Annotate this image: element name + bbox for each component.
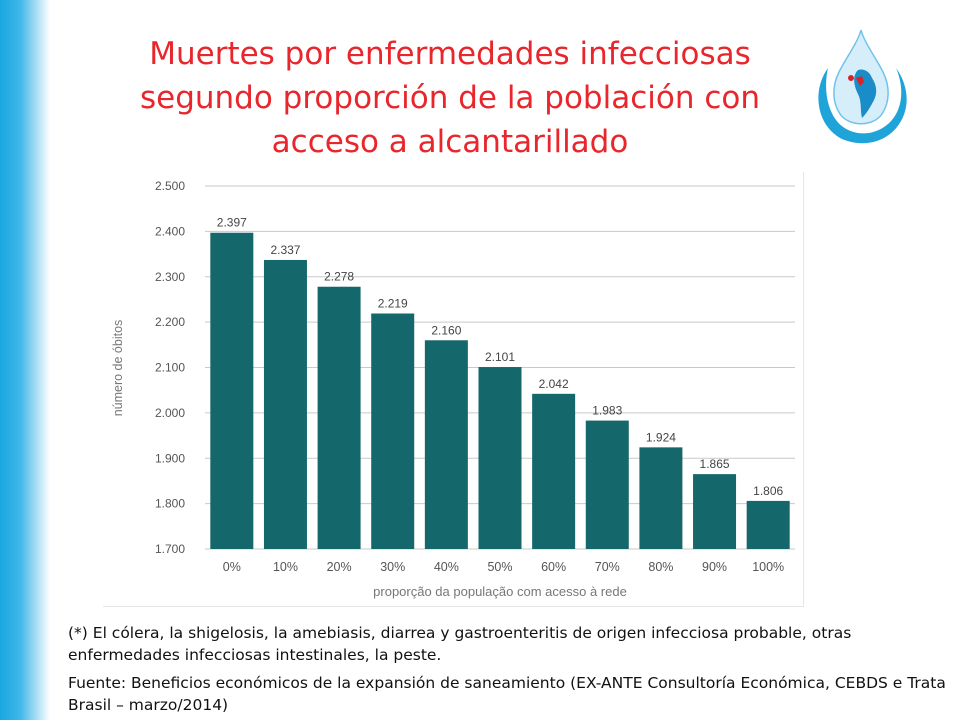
bar — [210, 232, 254, 549]
bar-chart: 1.700 1.800 1.900 2.000 2.100 2.200 2.300 2.400… — [111, 179, 795, 599]
data-label: 1.983 — [592, 404, 622, 418]
y-tick-label: 2.300 — [155, 270, 185, 284]
y-tick-label: 1.800 — [155, 497, 185, 511]
x-tick-label: 10% — [273, 560, 298, 574]
x-tick-label: 20% — [327, 560, 352, 574]
title-line-3: acceso a alcantarillado — [271, 124, 629, 160]
bar — [693, 474, 737, 549]
source-text: Fuente: Beneficios económicos de la expa… — [68, 674, 946, 714]
y-tick-label: 2.400 — [155, 224, 185, 238]
data-label: 2.278 — [324, 270, 354, 284]
data-label: 1.806 — [753, 484, 783, 498]
water-drop-americas-logo-icon — [818, 29, 907, 144]
title-line-1: Muertes por enfermedades infecciosas — [149, 36, 751, 72]
data-label: 2.160 — [431, 323, 461, 337]
data-label: 2.219 — [378, 297, 408, 311]
x-tick-label: 0% — [223, 560, 241, 574]
y-tick-label: 2.200 — [155, 315, 185, 329]
data-label: 2.397 — [217, 216, 247, 230]
data-label: 2.101 — [485, 350, 515, 364]
bar — [639, 447, 683, 549]
x-tick-label: 30% — [380, 560, 405, 574]
data-label: 1.865 — [700, 457, 730, 471]
bar — [585, 420, 629, 549]
x-tick-label: 100% — [752, 560, 784, 574]
x-tick-label: 80% — [648, 560, 673, 574]
data-label: 2.337 — [270, 243, 300, 257]
bar — [263, 259, 307, 549]
x-tick-label: 60% — [541, 560, 566, 574]
footnote-text: (*) El cólera, la shigelosis, la amebias… — [68, 624, 852, 664]
x-tick-label: 70% — [595, 560, 620, 574]
x-tick-label: 40% — [434, 560, 459, 574]
bar — [532, 393, 576, 549]
bar — [424, 340, 468, 549]
y-tick-label: 2.500 — [155, 179, 185, 193]
left-decorative-band — [0, 0, 50, 720]
bar — [317, 286, 361, 549]
y-tick-label: 1.900 — [155, 451, 185, 465]
data-label: 2.042 — [539, 377, 569, 391]
y-tick-label: 1.700 — [155, 542, 185, 556]
title-line-2: segundo proporción de la población con — [139, 80, 760, 116]
y-tick-label: 2.000 — [155, 406, 185, 420]
y-tick-label: 2.100 — [155, 361, 185, 375]
slide-title: Muertes por enfermedades infecciosas seg… — [70, 32, 830, 164]
x-tick-label: 90% — [702, 560, 727, 574]
x-axis-title: proporção da população com acesso à rede — [373, 584, 627, 599]
bar — [478, 367, 522, 549]
x-tick-label: 50% — [487, 560, 512, 574]
y-axis-title: número de óbitos — [111, 320, 125, 417]
bar — [746, 500, 790, 549]
chart-frame — [103, 172, 804, 607]
bar — [371, 313, 415, 549]
data-label: 1.924 — [646, 430, 676, 444]
